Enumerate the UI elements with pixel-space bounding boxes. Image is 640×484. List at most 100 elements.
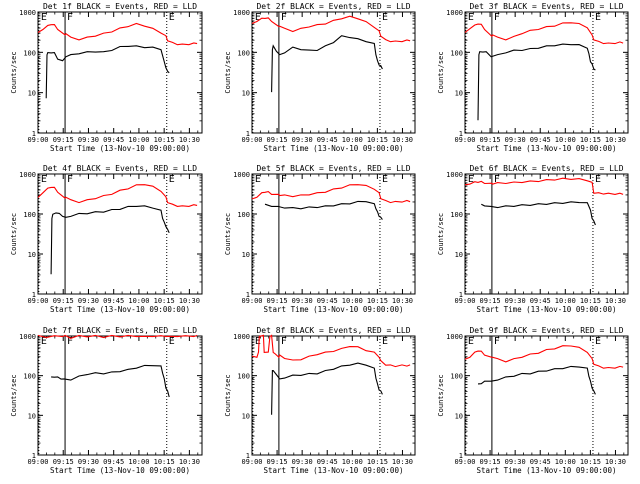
x-tick-label: 10:00: [342, 136, 363, 144]
x-tick-label: 09:00: [27, 297, 48, 305]
plot-frame: [464, 11, 629, 134]
time-marker-label: E: [169, 12, 175, 23]
y-tick-label: 1: [246, 291, 250, 299]
y-tick-label: 1000: [233, 9, 250, 17]
series-events-line: [481, 201, 596, 226]
x-tick-label: 10:00: [128, 458, 149, 466]
x-tick-label: 10:30: [605, 458, 626, 466]
series-events-line: [477, 43, 596, 121]
series-events-line: [50, 205, 170, 275]
x-tick-label: 09:45: [103, 297, 124, 305]
x-tick-label: 09:30: [292, 136, 313, 144]
chart-title: Det 7f BLACK = Events, RED = LLD: [43, 326, 197, 335]
chart-panel-9: Det 9f BLACK = Events, RED = LLD 1 10 100 10…: [437, 326, 629, 475]
x-axis-label: Start Time (13-Nov-10 09:00:00): [264, 466, 404, 475]
chart-title: Det 2f BLACK = Events, RED = LLD: [256, 2, 410, 11]
plot-frame: [37, 173, 203, 295]
time-marker-label: E: [595, 12, 601, 23]
x-tick-label: 09:30: [505, 458, 526, 466]
x-tick-label: 10:15: [367, 458, 388, 466]
plot-frame: [37, 335, 203, 456]
x-tick-label: 09:45: [530, 458, 551, 466]
time-marker-label: F: [281, 12, 287, 23]
y-tick-label: 1000: [19, 171, 36, 179]
y-tick-label: 10: [242, 90, 250, 98]
y-tick-label: 1: [459, 291, 463, 299]
y-axis-label: Counts/sec: [224, 374, 232, 416]
time-marker-label: E: [255, 174, 261, 185]
x-tick-label: 10:00: [342, 297, 363, 305]
x-tick-label: 10:00: [555, 458, 576, 466]
x-tick-label: 09:15: [480, 136, 501, 144]
x-tick-label: 10:15: [154, 136, 175, 144]
y-tick-label: 100: [237, 373, 250, 381]
y-tick-label: 100: [23, 373, 36, 381]
x-tick-label: 10:15: [154, 297, 175, 305]
series-lld-line: [37, 22, 198, 46]
y-tick-label: 10: [28, 412, 36, 420]
y-tick-label: 100: [237, 211, 250, 219]
x-tick-label: 10:30: [179, 297, 200, 305]
x-tick-label: 09:45: [317, 458, 338, 466]
y-tick-label: 10: [455, 412, 463, 420]
y-tick-label: 100: [450, 373, 463, 381]
chart-panel-1: Det 1f BLACK = Events, RED = LLD 1 10 100 10…: [10, 2, 203, 153]
x-tick-label: 10:15: [580, 297, 601, 305]
x-tick-label: 10:15: [580, 136, 601, 144]
x-tick-label: 09:30: [78, 297, 99, 305]
chart-title: Det 5f BLACK = Events, RED = LLD: [256, 164, 410, 173]
x-tick-label: 09:45: [317, 136, 338, 144]
y-axis-label: Counts/sec: [10, 213, 18, 255]
chart-title: Det 6f BLACK = Events, RED = LLD: [469, 164, 623, 173]
y-tick-label: 100: [450, 49, 463, 57]
time-marker-label: F: [494, 12, 500, 23]
x-axis-label: Start Time (13-Nov-10 09:00:00): [477, 305, 617, 314]
chart-panel-2: Det 2f BLACK = Events, RED = LLD 1 10 100 10…: [224, 2, 416, 153]
y-tick-label: 1: [459, 130, 463, 138]
time-marker-label: E: [468, 336, 474, 347]
series-lld-line: [251, 184, 411, 204]
y-tick-label: 1: [246, 452, 250, 460]
x-tick-label: 09:45: [103, 458, 124, 466]
x-tick-label: 10:00: [555, 136, 576, 144]
series-events-line: [271, 35, 383, 93]
x-tick-label: 09:00: [241, 136, 262, 144]
series-events-line: [271, 362, 383, 415]
y-tick-label: 1000: [446, 171, 463, 179]
series-lld-line: [251, 15, 411, 43]
y-axis-label: Counts/sec: [437, 374, 445, 416]
series-lld-line: [464, 177, 624, 195]
x-tick-label: 09:00: [454, 136, 475, 144]
y-tick-label: 1000: [233, 333, 250, 341]
x-tick-label: 09:15: [53, 136, 74, 144]
time-marker-label: E: [41, 336, 47, 347]
plot-frame: [251, 173, 416, 295]
x-axis-label: Start Time (13-Nov-10 09:00:00): [264, 305, 404, 314]
chart-panel-8: Det 8f BLACK = Events, RED = LLD 1 10 100 10…: [224, 326, 416, 475]
y-tick-label: 1: [459, 452, 463, 460]
time-marker-label: E: [169, 174, 175, 185]
x-tick-label: 09:00: [454, 297, 475, 305]
plot-frame: [37, 11, 203, 134]
x-tick-label: 09:45: [317, 297, 338, 305]
series-events-line: [45, 45, 170, 99]
x-tick-label: 10:30: [605, 136, 626, 144]
x-tick-label: 09:30: [292, 458, 313, 466]
chart-title: Det 1f BLACK = Events, RED = LLD: [43, 2, 197, 11]
time-marker-label: E: [595, 174, 601, 185]
y-tick-label: 100: [450, 211, 463, 219]
x-tick-label: 09:00: [27, 136, 48, 144]
x-tick-label: 10:15: [154, 458, 175, 466]
time-marker-label: E: [255, 336, 261, 347]
y-tick-label: 10: [28, 251, 36, 259]
x-tick-label: 10:00: [128, 136, 149, 144]
y-tick-label: 10: [242, 412, 250, 420]
x-axis-label: Start Time (13-Nov-10 09:00:00): [50, 305, 190, 314]
time-marker-label: E: [255, 12, 261, 23]
x-tick-label: 09:00: [454, 458, 475, 466]
x-tick-label: 09:15: [267, 297, 288, 305]
x-tick-label: 10:15: [580, 458, 601, 466]
y-axis-label: Counts/sec: [10, 51, 18, 93]
y-tick-label: 1000: [233, 171, 250, 179]
